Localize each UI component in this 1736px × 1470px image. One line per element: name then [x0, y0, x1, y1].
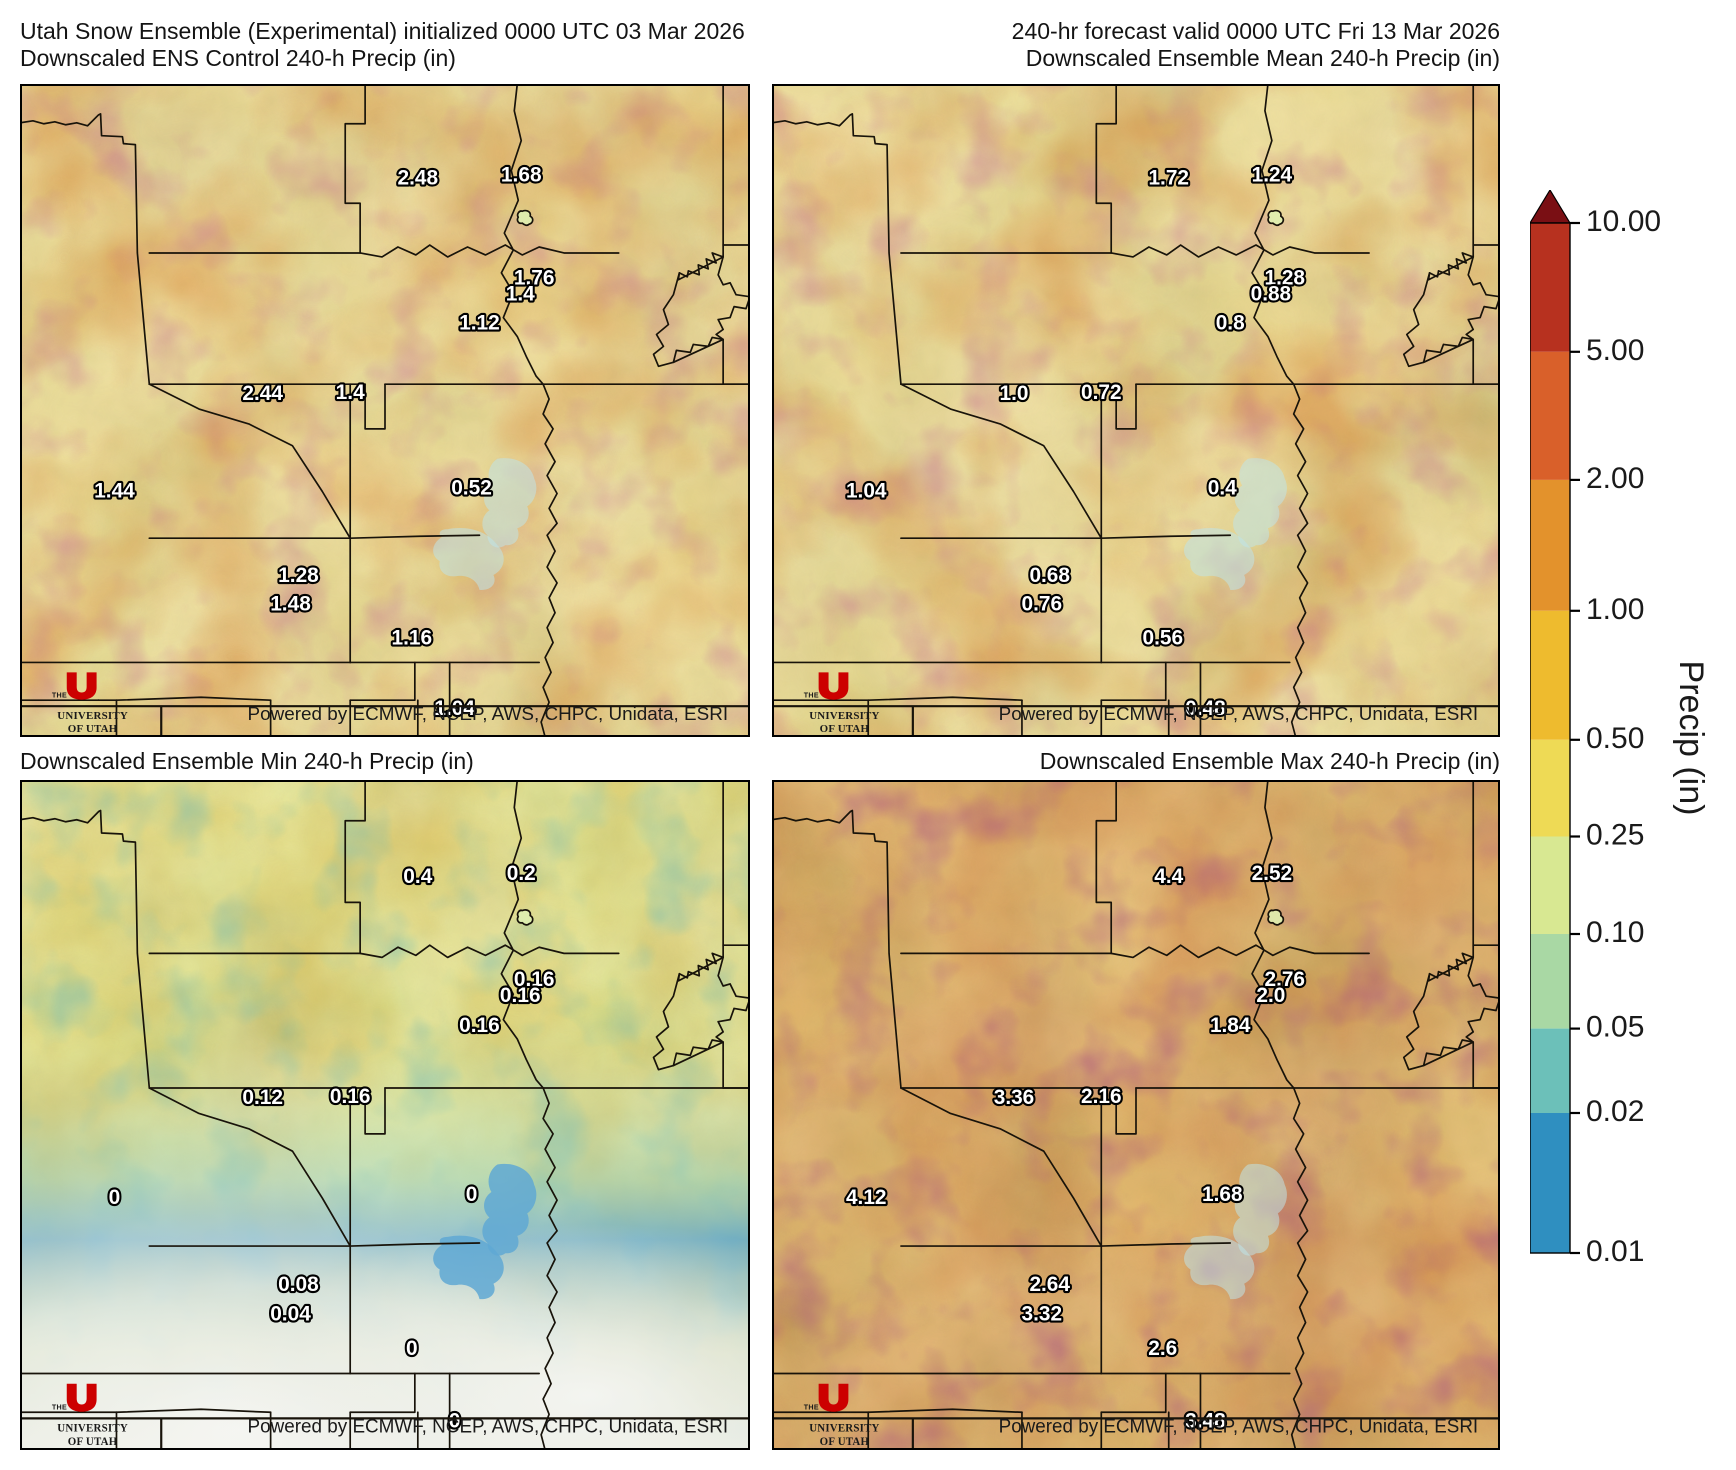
svg-text:0.50: 0.50 [1586, 722, 1644, 755]
svg-text:0: 0 [406, 1337, 418, 1360]
svg-text:1.4: 1.4 [336, 381, 365, 404]
svg-text:OF UTAH: OF UTAH [820, 1436, 870, 1448]
svg-text:0.76: 0.76 [1022, 593, 1063, 616]
svg-text:2.00: 2.00 [1586, 462, 1644, 495]
svg-text:0.16: 0.16 [500, 984, 541, 1007]
svg-text:3.32: 3.32 [1022, 1302, 1063, 1325]
svg-text:Precip (in): Precip (in) [1672, 661, 1710, 816]
svg-text:1.0: 1.0 [1000, 382, 1029, 405]
svg-text:.: . [98, 1407, 100, 1414]
svg-text:3.36: 3.36 [994, 1086, 1035, 1109]
svg-text:0.52: 0.52 [451, 476, 492, 499]
svg-text:10.00: 10.00 [1586, 205, 1661, 238]
svg-text:.: . [98, 695, 100, 702]
svg-text:THE: THE [52, 692, 67, 700]
svg-text:OF UTAH: OF UTAH [68, 723, 118, 735]
svg-text:.: . [849, 695, 851, 702]
svg-text:Powered by ECMWF, NCEP, AWS, C: Powered by ECMWF, NCEP, AWS, CHPC, Unida… [248, 1417, 729, 1438]
svg-text:0.68: 0.68 [1029, 564, 1070, 587]
svg-text:2.0: 2.0 [1256, 984, 1285, 1007]
svg-text:0.16: 0.16 [330, 1085, 371, 1108]
svg-text:1.72: 1.72 [1148, 166, 1189, 189]
svg-text:THE: THE [52, 1403, 67, 1412]
svg-text:UNIVERSITY: UNIVERSITY [57, 1423, 128, 1435]
svg-text:0.25: 0.25 [1586, 819, 1644, 852]
svg-text:1.68: 1.68 [1202, 1183, 1243, 1206]
svg-text:1.24: 1.24 [1252, 163, 1293, 186]
svg-text:0.8: 0.8 [1216, 311, 1245, 334]
svg-text:0.08: 0.08 [278, 1273, 319, 1296]
svg-text:0.4: 0.4 [403, 865, 432, 888]
svg-text:0.01: 0.01 [1586, 1235, 1644, 1263]
svg-text:1.68: 1.68 [501, 163, 542, 186]
svg-text:0.4: 0.4 [1208, 476, 1237, 499]
svg-text:UNIVERSITY: UNIVERSITY [809, 1423, 879, 1435]
svg-text:5.00: 5.00 [1586, 334, 1644, 367]
svg-text:.: . [849, 1407, 851, 1414]
svg-text:1.4: 1.4 [506, 283, 535, 306]
svg-text:OF UTAH: OF UTAH [68, 1436, 118, 1448]
svg-text:2.6: 2.6 [1148, 1337, 1177, 1360]
svg-text:1.84: 1.84 [1210, 1014, 1251, 1037]
svg-text:2.48: 2.48 [398, 166, 439, 189]
svg-text:THE: THE [804, 1403, 819, 1412]
svg-text:Powered by ECMWF, NCEP, AWS, C: Powered by ECMWF, NCEP, AWS, CHPC, Unida… [999, 1416, 1479, 1437]
svg-text:2.52: 2.52 [1252, 862, 1293, 885]
svg-text:1.28: 1.28 [278, 564, 319, 587]
svg-text:UNIVERSITY: UNIVERSITY [57, 710, 128, 722]
svg-text:0.02: 0.02 [1586, 1095, 1644, 1128]
svg-text:1.44: 1.44 [94, 479, 135, 502]
svg-text:THE: THE [804, 692, 819, 700]
svg-text:2.44: 2.44 [242, 382, 283, 405]
svg-text:2.16: 2.16 [1081, 1085, 1122, 1108]
svg-text:0.04: 0.04 [270, 1302, 311, 1325]
svg-text:0.72: 0.72 [1081, 381, 1122, 404]
svg-text:4.4: 4.4 [1154, 865, 1183, 888]
svg-text:0.10: 0.10 [1586, 916, 1644, 949]
svg-text:2.64: 2.64 [1029, 1273, 1070, 1296]
svg-text:UNIVERSITY: UNIVERSITY [809, 710, 879, 722]
svg-text:1.00: 1.00 [1586, 593, 1644, 626]
svg-text:Powered by ECMWF, NCEP, AWS, C: Powered by ECMWF, NCEP, AWS, CHPC, Unida… [248, 704, 729, 725]
svg-text:1.04: 1.04 [846, 479, 887, 502]
svg-text:0.56: 0.56 [1143, 626, 1184, 649]
svg-text:Powered by ECMWF, NCEP, AWS, C: Powered by ECMWF, NCEP, AWS, CHPC, Unida… [999, 703, 1479, 724]
svg-text:0.12: 0.12 [242, 1086, 283, 1109]
svg-text:0.2: 0.2 [507, 862, 536, 885]
svg-text:4.12: 4.12 [846, 1186, 887, 1209]
svg-text:0.16: 0.16 [459, 1014, 500, 1037]
svg-text:1.16: 1.16 [392, 626, 433, 649]
svg-text:0.88: 0.88 [1251, 283, 1292, 306]
svg-text:0: 0 [466, 1183, 478, 1206]
svg-text:1.12: 1.12 [459, 311, 500, 334]
svg-text:0.05: 0.05 [1586, 1011, 1644, 1044]
svg-text:OF UTAH: OF UTAH [820, 723, 870, 735]
svg-text:0: 0 [109, 1186, 121, 1209]
svg-text:1.48: 1.48 [270, 593, 311, 616]
